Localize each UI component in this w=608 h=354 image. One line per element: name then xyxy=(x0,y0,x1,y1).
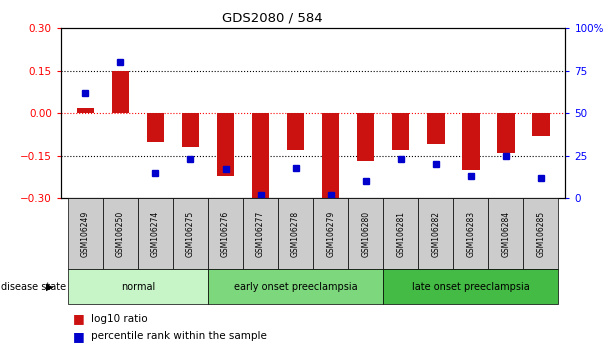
FancyBboxPatch shape xyxy=(278,198,313,269)
Bar xyxy=(216,113,234,176)
FancyBboxPatch shape xyxy=(383,269,558,304)
Bar xyxy=(77,108,94,113)
Text: GSM106284: GSM106284 xyxy=(502,211,510,257)
Bar xyxy=(392,113,410,150)
Text: percentile rank within the sample: percentile rank within the sample xyxy=(91,331,267,341)
FancyBboxPatch shape xyxy=(383,198,418,269)
FancyBboxPatch shape xyxy=(313,198,348,269)
FancyBboxPatch shape xyxy=(523,198,558,269)
FancyBboxPatch shape xyxy=(454,198,488,269)
FancyBboxPatch shape xyxy=(68,198,103,269)
FancyBboxPatch shape xyxy=(138,198,173,269)
Bar xyxy=(182,113,199,147)
FancyBboxPatch shape xyxy=(208,198,243,269)
Text: GSM106275: GSM106275 xyxy=(186,211,195,257)
Text: GSM106249: GSM106249 xyxy=(81,211,90,257)
FancyBboxPatch shape xyxy=(488,198,523,269)
FancyBboxPatch shape xyxy=(208,269,383,304)
Text: GSM106276: GSM106276 xyxy=(221,211,230,257)
Text: GSM106274: GSM106274 xyxy=(151,211,160,257)
Text: ■: ■ xyxy=(73,330,85,343)
Text: GSM106281: GSM106281 xyxy=(396,211,405,257)
Text: GSM106282: GSM106282 xyxy=(431,211,440,257)
Bar xyxy=(532,113,550,136)
Bar xyxy=(427,113,444,144)
Text: early onset preeclampsia: early onset preeclampsia xyxy=(234,282,358,292)
Text: late onset preeclampsia: late onset preeclampsia xyxy=(412,282,530,292)
Text: GSM106283: GSM106283 xyxy=(466,211,475,257)
Text: disease state: disease state xyxy=(1,282,66,292)
Text: GSM106285: GSM106285 xyxy=(536,211,545,257)
Text: normal: normal xyxy=(121,282,155,292)
FancyBboxPatch shape xyxy=(243,198,278,269)
Text: GDS2080 / 584: GDS2080 / 584 xyxy=(223,12,323,25)
Bar xyxy=(147,113,164,142)
Text: GSM106277: GSM106277 xyxy=(256,211,265,257)
Bar xyxy=(252,113,269,198)
FancyBboxPatch shape xyxy=(173,198,208,269)
FancyBboxPatch shape xyxy=(68,269,208,304)
Bar xyxy=(497,113,514,153)
FancyBboxPatch shape xyxy=(103,198,138,269)
Text: ▶: ▶ xyxy=(46,282,54,292)
Text: GSM106279: GSM106279 xyxy=(326,211,335,257)
Bar xyxy=(357,113,375,161)
Bar xyxy=(322,113,339,198)
Bar xyxy=(462,113,480,170)
Text: GSM106250: GSM106250 xyxy=(116,211,125,257)
Text: ■: ■ xyxy=(73,312,85,325)
FancyBboxPatch shape xyxy=(418,198,454,269)
Text: GSM106278: GSM106278 xyxy=(291,211,300,257)
FancyBboxPatch shape xyxy=(348,198,383,269)
Bar xyxy=(112,71,129,113)
Bar xyxy=(287,113,305,150)
Text: GSM106280: GSM106280 xyxy=(361,211,370,257)
Text: log10 ratio: log10 ratio xyxy=(91,314,148,324)
